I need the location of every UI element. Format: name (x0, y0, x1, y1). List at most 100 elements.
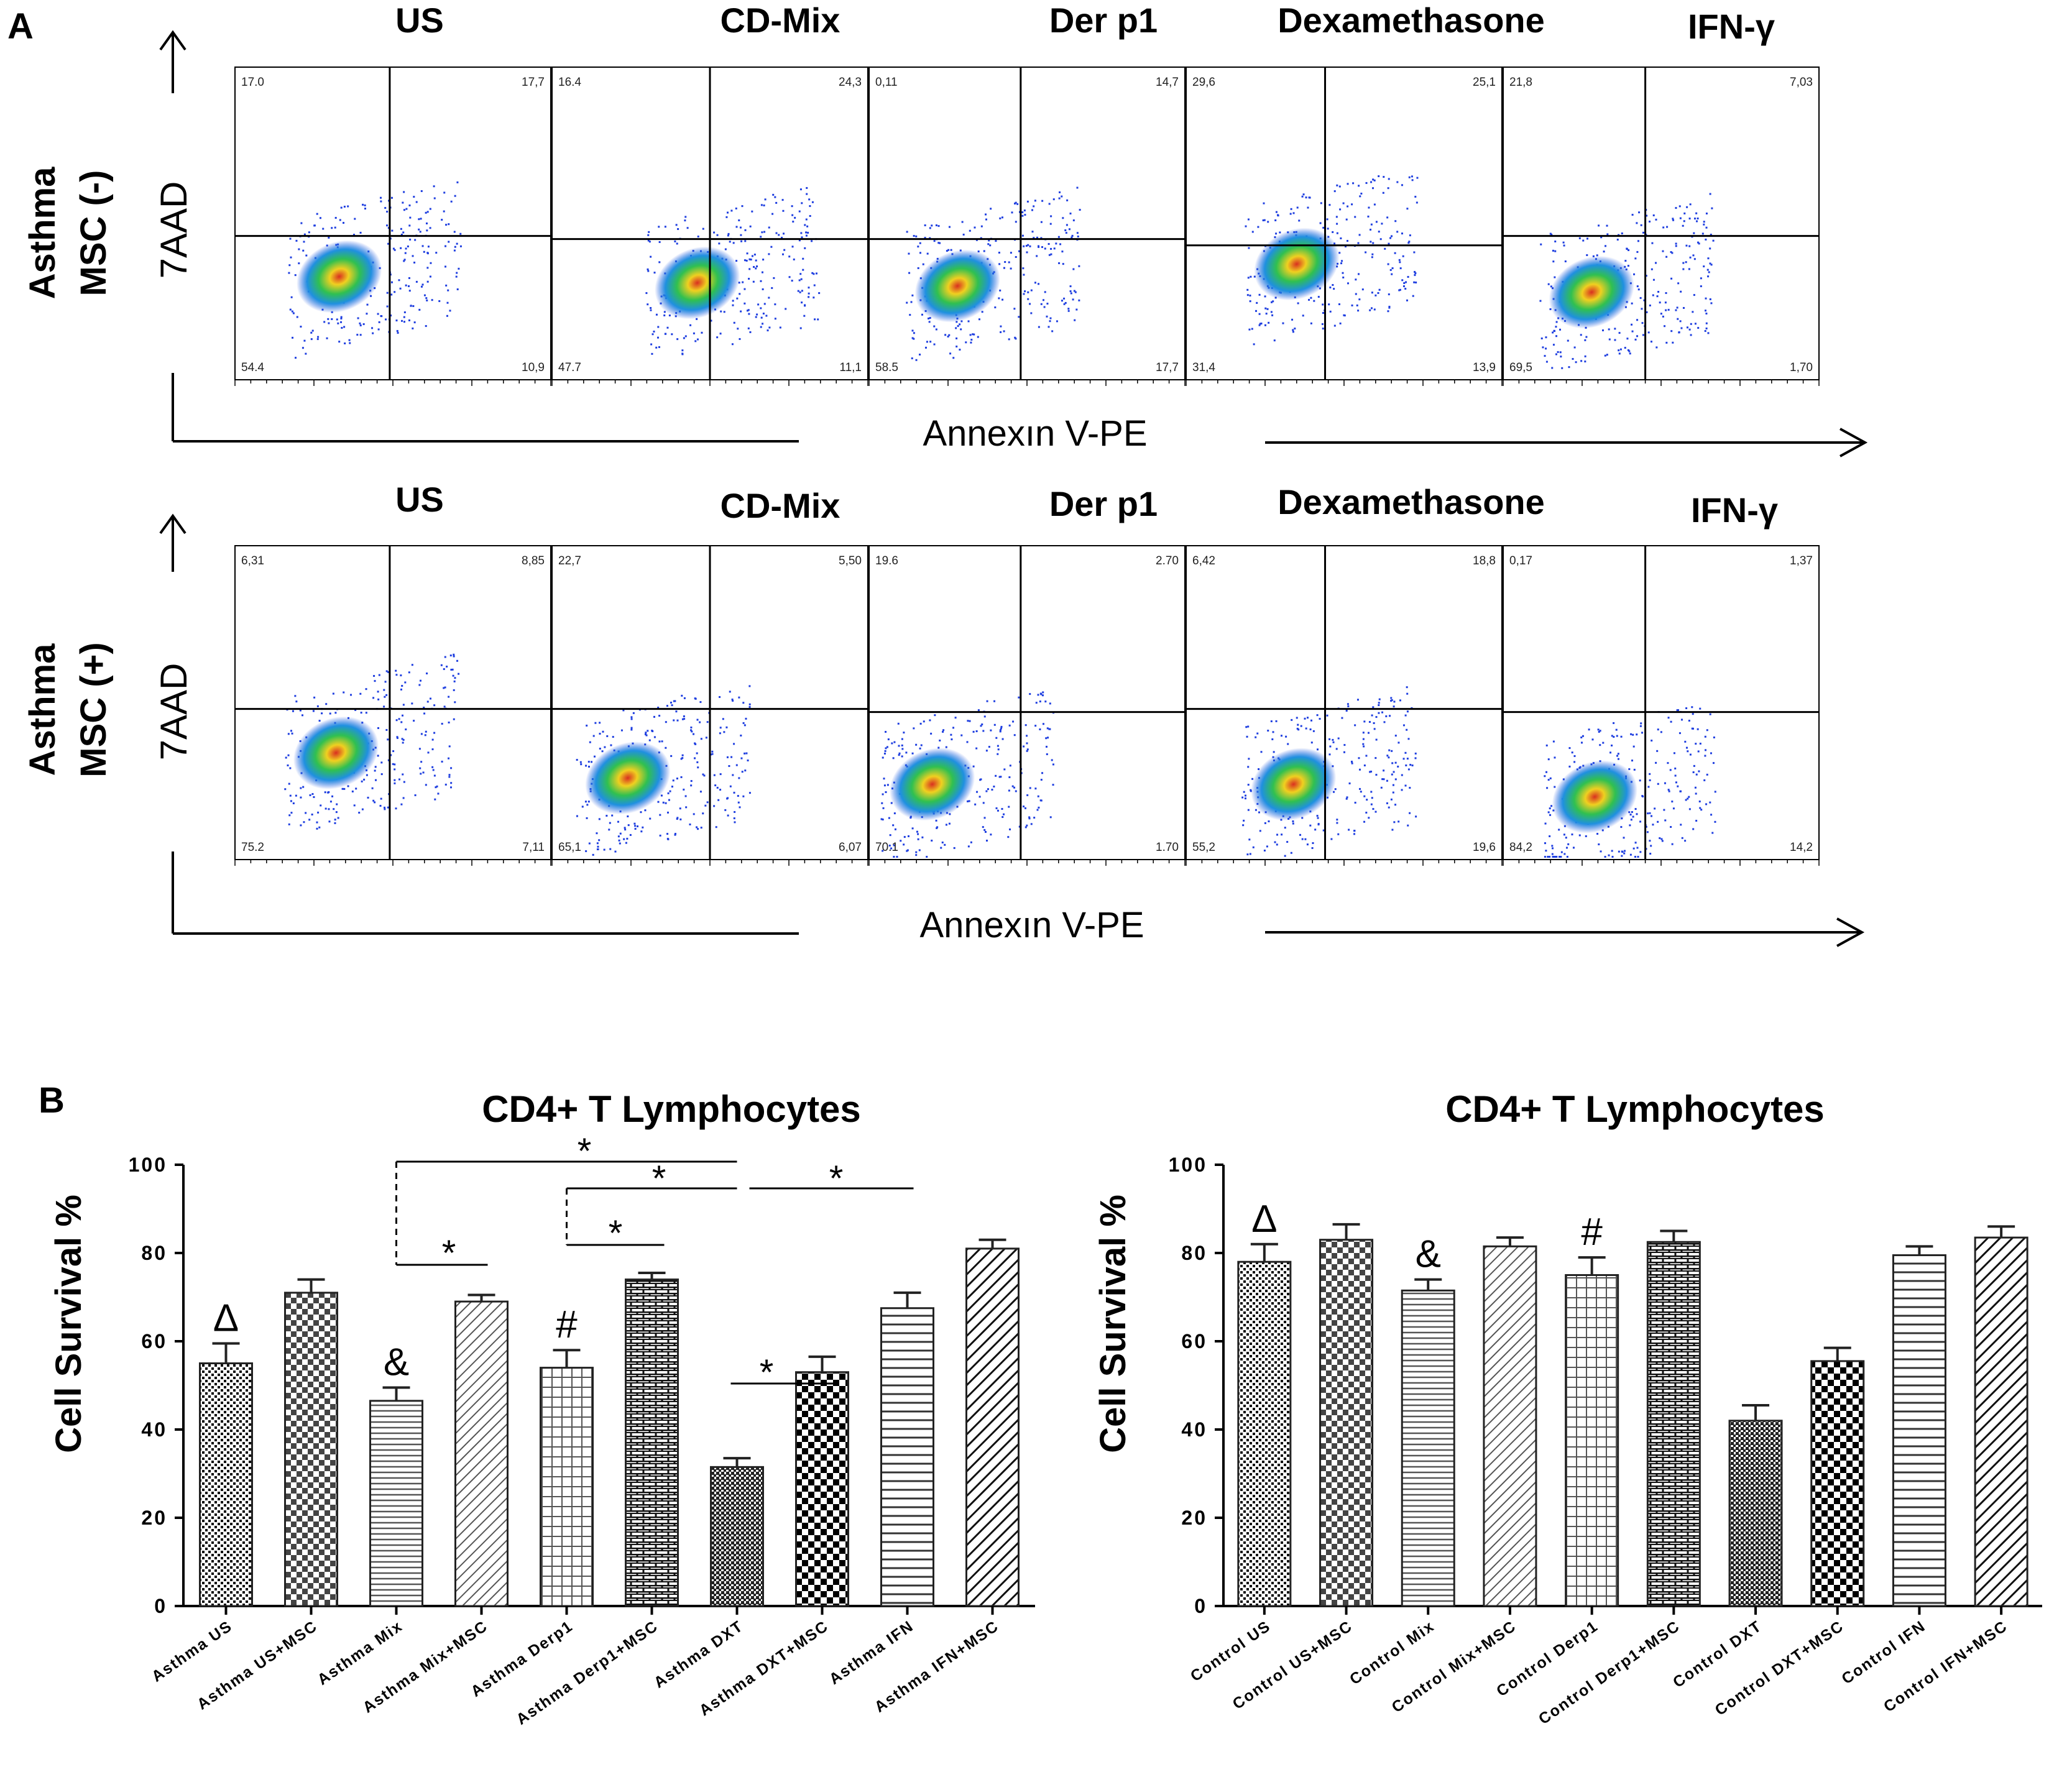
quadrant-value: 1,37 (1790, 554, 1813, 567)
quadrant-value: 31,4 (1192, 361, 1215, 374)
bar (1319, 1239, 1374, 1607)
quadrant-value: 21,8 (1509, 76, 1532, 89)
condition-title: US (395, 480, 444, 519)
quadrant-value: 70.1 (875, 841, 898, 854)
y-axis-label-7aad: 7AAD (153, 181, 195, 279)
quadrant-value: 5,50 (839, 554, 862, 567)
bar (1565, 1274, 1619, 1607)
quadrant-value: 11,1 (839, 361, 862, 374)
flow-plot: 6,42 18,8 55,2 19,6 (1186, 545, 1503, 866)
density-core (655, 246, 740, 319)
x-axis-label-annexin: Annexın V-PE (923, 413, 1147, 454)
category-label: Asthma IFN (826, 1617, 917, 1688)
bar-marker: # (556, 1303, 578, 1346)
quadrant-value: 17,7 (522, 76, 545, 89)
quadrant-value: 19,6 (1473, 841, 1496, 854)
x-axis-arrow (173, 428, 1868, 457)
condition-title: CD-Mix (721, 1, 840, 40)
quadrant-value: 10,9 (522, 361, 545, 374)
density-core (1549, 255, 1634, 329)
condition-titles-row1: US CD-Mix Der p1 Dexamethasone IFN-γ (395, 1, 1775, 46)
quadrant-value: 7,11 (522, 841, 545, 854)
bar (795, 1371, 849, 1607)
bar (454, 1300, 509, 1607)
bar-marker: # (1581, 1211, 1603, 1254)
quadrant-value: 54.4 (241, 361, 264, 374)
category-label: Control Derp1+MSC (1536, 1617, 1683, 1728)
quadrant-value: 47.7 (558, 361, 581, 374)
significance-star: * (829, 1159, 844, 1199)
panel-a-letter: A (7, 6, 34, 47)
condition-titles-row2: US CD-Mix Der p1 Dexamethasone IFN-γ (395, 480, 1778, 530)
y-tick-label: 100 (129, 1154, 167, 1176)
y-tick-label: 0 (154, 1595, 167, 1617)
condition-title: IFN-γ (1691, 490, 1778, 530)
quadrant-value: 1,70 (1790, 361, 1813, 374)
y-axis-label-7aad: 7AAD (153, 663, 195, 761)
quadrant-value: 0,17 (1509, 554, 1532, 567)
quadrant-value: 0,11 (875, 76, 898, 89)
flow-plot: 19.6 2.70 70.1 1.70 (868, 545, 1186, 866)
density-core (1251, 748, 1337, 821)
plot-frame (1186, 67, 1503, 380)
condition-title: Der p1 (1049, 484, 1158, 523)
quadrant-value: 69,5 (1509, 361, 1532, 374)
flow-plot: 17.0 17,7 54.4 10,9 (234, 67, 551, 386)
y-axis-label: Cell Survival % (48, 1195, 89, 1453)
chart-title: CD4+ T Lymphocytes (1445, 1088, 1825, 1130)
bar (1401, 1289, 1455, 1607)
quadrant-value: 6,31 (241, 554, 264, 567)
bar (1810, 1360, 1865, 1607)
quadrant-value: 6,42 (1192, 554, 1215, 567)
panel-b-letter: B (39, 1080, 65, 1121)
quadrant-value: 19.6 (875, 554, 898, 567)
quadrant-value: 1.70 (1156, 841, 1179, 854)
bar-marker: Δ (213, 1297, 239, 1340)
bar (1237, 1260, 1292, 1607)
category-label: Control DXT+MSC (1712, 1617, 1848, 1719)
bar (625, 1278, 679, 1607)
significance-star: * (760, 1352, 774, 1393)
flow-plot: 0,11 14,7 58.5 17,7 (868, 67, 1186, 386)
flow-plot: 22,7 5,50 65,1 6,07 (551, 545, 868, 866)
flow-plot: 0,17 1,37 84,2 14,2 (1503, 545, 1820, 866)
y-tick-label: 20 (141, 1507, 167, 1529)
bar (369, 1400, 423, 1607)
bar (1646, 1241, 1701, 1607)
quadrant-value: 17,7 (1156, 361, 1179, 374)
plot-frame (234, 67, 551, 380)
significance-star: * (442, 1233, 456, 1274)
event-dots (576, 685, 751, 856)
y-tick-label: 0 (1194, 1595, 1207, 1617)
bar (880, 1307, 934, 1607)
quadrant-value: 2.70 (1156, 554, 1179, 567)
row-label-line2: MSC (+) (73, 642, 114, 778)
row-label-line1: Asthma (22, 167, 63, 299)
x-axis-arrow (173, 917, 1865, 947)
row-label-line1: Asthma (22, 643, 63, 776)
event-dots (645, 186, 821, 356)
chart-title: CD4+ T Lymphocytes (482, 1088, 861, 1130)
significance-star: * (578, 1131, 592, 1172)
category-label: Asthma Mix (315, 1617, 406, 1689)
quadrant-value: 8,85 (522, 554, 545, 567)
bar (540, 1367, 594, 1607)
condition-title: CD-Mix (721, 486, 840, 525)
quadrant-value: 14,2 (1790, 841, 1813, 854)
flow-plot: 29,6 25,1 31,4 13,9 (1186, 67, 1503, 386)
significance-brackets: * * * * * * (395, 1131, 914, 1393)
quadrant-value: 17.0 (241, 76, 264, 89)
condition-title: US (395, 1, 444, 40)
quadrant-value: 75.2 (241, 841, 264, 854)
quadrant-value: 6,07 (839, 841, 862, 854)
flow-plot: 6,31 8,85 75.2 7,11 (234, 545, 551, 866)
quadrant-value: 14,7 (1156, 76, 1179, 89)
y-tick-label: 40 (1181, 1418, 1207, 1441)
flow-cytometry-plots: 17.0 17,7 54.4 10,9 16.4 24,3 47.7 11,1 0,11 14,7… (234, 67, 1820, 866)
quadrant-value: 24,3 (839, 76, 862, 89)
bar (710, 1466, 764, 1607)
quadrant-value: 84,2 (1509, 841, 1532, 854)
quadrant-value: 18,8 (1473, 554, 1496, 567)
bar (1728, 1420, 1783, 1607)
quadrant-value: 65,1 (558, 841, 581, 854)
